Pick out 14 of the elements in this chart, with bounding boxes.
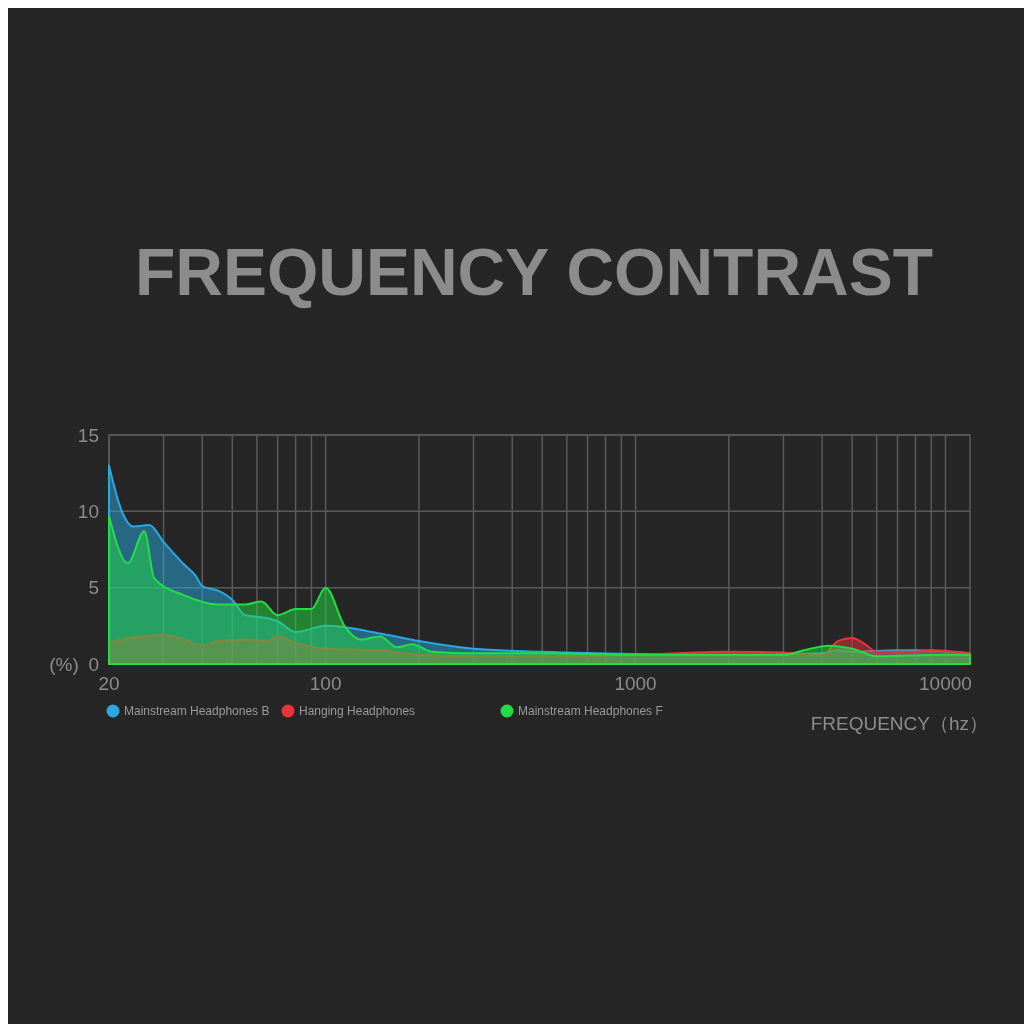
x-tick-label: 20 [98, 673, 120, 694]
chart-title: FREQUENCY CONTRAST [134, 235, 934, 309]
x-tick-label: 10000 [919, 673, 972, 694]
x-axis-title: FREQUENCY（hz） [810, 713, 988, 734]
y-tick-label: 10 [77, 500, 99, 522]
y-tick-label: 5 [88, 577, 99, 599]
legend-label: Mainstream Headphones B [124, 704, 270, 718]
y-tick-label: 15 [77, 424, 99, 446]
y-axis-title: (%) [49, 653, 79, 675]
y-tick-label: 0 [88, 653, 99, 675]
legend-label: Mainstream Headphones F [518, 704, 663, 718]
legend-label: Hanging Headphones [299, 704, 416, 718]
x-tick-label: 100 [309, 673, 342, 694]
x-tick-label: 1000 [614, 673, 657, 694]
